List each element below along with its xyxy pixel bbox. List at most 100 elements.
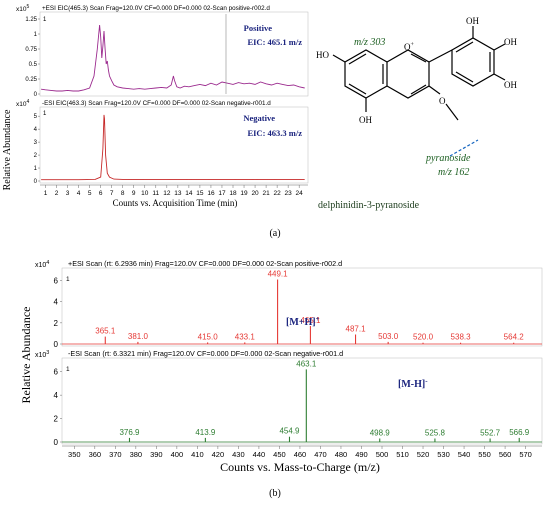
- eic-panel-positive: x105 +ESI EIC(465.3) Scan Frag=120.0V CF…: [16, 4, 309, 98]
- ms-xtick-label: 550: [478, 450, 491, 459]
- eic-xtick-label: 11: [152, 190, 159, 197]
- ms-xtick-label: 400: [171, 450, 184, 459]
- eic-xtick-label: 4: [77, 190, 81, 197]
- ms-peak-label: 376.9: [119, 428, 140, 437]
- eic-ytick-label: 1: [34, 166, 38, 172]
- ms-peak-label: 566.9: [509, 428, 530, 437]
- eic-xaxis: 1 2 3 4 5 6 7 8 9 10 11 12 13 14 15 16 17 18 19 20 21 22 23 24: [40, 184, 308, 197]
- ring-c: [386, 49, 430, 99]
- ms-peak-label: 415.0: [198, 332, 219, 341]
- cleavage-line: [449, 139, 479, 157]
- oh-label-4: OH: [359, 115, 372, 125]
- ms-ion-label-positive: [M+H]+: [286, 315, 320, 328]
- eic-scale-positive: x105: [16, 4, 29, 13]
- eic-xtick-label: 14: [185, 190, 193, 197]
- ms-peak-label: 365.1: [95, 327, 116, 336]
- ms-yticks-negative: 6 4 2 0: [54, 368, 62, 447]
- ring-a: [344, 49, 388, 99]
- ms-peak-label: 487.1: [346, 324, 367, 333]
- ms-xaxis: 350 360 370 380 390 400 410 420 430 440 450 460 470 4…: [62, 445, 542, 459]
- eic-ytick-label: 0.75: [25, 47, 37, 53]
- ms-header-positive: +ESI Scan (rt: 6.2936 min) Frag=120.0V C…: [68, 259, 342, 268]
- structure-labels: OH OH OH HO OH O+ O m/z 303 pyranoside m…: [316, 16, 517, 211]
- eic-trace-negative: [41, 114, 305, 181]
- eic-xlabel: Counts vs. Acquisition Time (min): [113, 198, 238, 208]
- ms-ytick-label: 6: [54, 368, 59, 377]
- eic-trace-positive: [41, 24, 305, 92]
- ms-scale-positive: x104: [35, 260, 49, 269]
- fragment-label-aglycone: m/z 303: [354, 37, 385, 48]
- ms-peak-label: 503.0: [378, 332, 399, 341]
- eic-chart: Relative Abundance x105 +ESI EIC(465.3) …: [2, 4, 309, 208]
- ms-ytick-label: 0: [54, 340, 59, 349]
- eic-yticks-negative: 5 4 3 2 1 0: [34, 114, 40, 185]
- ms-xtick-label: 480: [335, 450, 348, 459]
- ms-ytick-label: 2: [54, 319, 59, 328]
- eic-xtick-label: 1: [44, 190, 48, 197]
- ms-xtick-label: 460: [294, 450, 307, 459]
- ms-xtick-label: 360: [89, 450, 102, 459]
- ms-ylabel: Relative Abundance: [19, 307, 33, 404]
- ms-peak-label: 564.2: [504, 333, 525, 342]
- ms-xtick-label: 390: [150, 450, 163, 459]
- eic-ytick-label: 4: [34, 127, 38, 133]
- ms-peak-label: 525.8: [425, 428, 446, 437]
- eic-xtick-label: 23: [285, 190, 293, 197]
- ms-peaks-positive: 365.1 381.0 415.0 433.1 449.1 465.1 487.1 503.0…: [62, 270, 542, 345]
- eic-xtick-label: 21: [262, 190, 270, 197]
- eic-xtick-label: 7: [110, 190, 114, 197]
- eic-xtick-label: 22: [274, 190, 282, 197]
- eic-ytick-label: 3: [34, 140, 38, 146]
- eic-xtick-label: 10: [141, 190, 149, 197]
- eic-ytick-label: 0.25: [25, 77, 37, 83]
- ms-peak-label: 381.0: [128, 332, 149, 341]
- eic-xtick-label: 6: [99, 190, 103, 197]
- ms-scale-negative: x103: [35, 350, 49, 359]
- ms-xtick-label: 440: [253, 450, 266, 459]
- ms-peak-label: 538.3: [451, 333, 472, 342]
- eic-ytick-label: 1: [34, 32, 38, 38]
- ms-peak-label: 465.1: [300, 316, 321, 325]
- ms-peak-label: 413.9: [195, 428, 216, 437]
- eic-xtick-label: 20: [251, 190, 259, 197]
- ms-xtick-label: 530: [437, 450, 450, 459]
- ms-xtick-label: 570: [519, 450, 532, 459]
- eic-ytick-label: 0.5: [29, 62, 38, 68]
- eic-xtick-label: 15: [196, 190, 204, 197]
- ms-peak-label: 463.1: [296, 359, 317, 368]
- ms-frame-negative: [61, 357, 543, 445]
- eic-ytick-label: 5: [34, 114, 38, 120]
- eic-annotation-positive-sub: EIC: 465.1 m/z: [247, 37, 302, 47]
- eic-annotation-positive: Positive: [244, 23, 273, 33]
- ms-xtick-label: 430: [232, 450, 245, 459]
- panel-label-b: (b): [269, 488, 281, 499]
- ms-ion-label-negative: [M-H]-: [398, 377, 428, 390]
- eic-xtick-label: 2: [55, 190, 59, 197]
- eic-panel-negative: x104 -ESI EIC(463.3) Scan Frag=120.0V CF…: [16, 99, 309, 185]
- panel-label-a: (a): [269, 228, 280, 239]
- ms-trace-index-negative: 1: [66, 366, 70, 373]
- ms-xtick-label: 520: [417, 450, 430, 459]
- ms-panel-negative: x103 -ESI Scan (rt: 6.3321 min) Frag=120…: [35, 349, 543, 447]
- ms-peak-label: 454.9: [279, 427, 300, 436]
- ms-panel-positive: x104 +ESI Scan (rt: 6.2936 min) Frag=120…: [35, 259, 543, 349]
- eic-ytick-label: 1.25: [25, 17, 37, 23]
- eic-trace-index-negative: 1: [43, 111, 47, 117]
- ms-xtick-label: 540: [458, 450, 471, 459]
- eic-header-negative: -ESI EIC(463.3) Scan Frag=120.0V CF=0.00…: [42, 100, 271, 107]
- ms-xtick-label: 410: [191, 450, 204, 459]
- eic-ytick-label: 0: [34, 92, 38, 98]
- glycosidic-o: O: [439, 96, 446, 106]
- fragment-label-sugar: pyranoside: [425, 153, 471, 164]
- ms-ytick-label: 6: [54, 277, 59, 286]
- eic-xtick-label: 12: [163, 190, 171, 197]
- fragment-label-sugar-mz: m/z 162: [438, 167, 469, 178]
- oh-label-3: OH: [504, 80, 517, 90]
- ms-peak-label: 520.0: [413, 333, 434, 342]
- ms-xlabel: Counts vs. Mass-to-Charge (m/z): [220, 460, 380, 474]
- ms-ytick-label: 4: [54, 298, 59, 307]
- eic-ytick-label: 0: [34, 179, 38, 185]
- eic-ylabel: Relative Abundance: [2, 109, 13, 190]
- eic-ytick-label: 2: [34, 153, 38, 159]
